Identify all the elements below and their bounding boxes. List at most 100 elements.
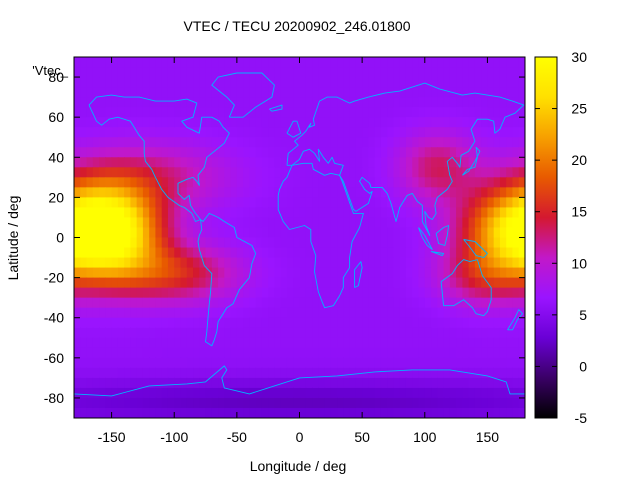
heatmap-cell	[324, 337, 332, 349]
heatmap-cell	[193, 387, 200, 399]
heatmap-cell	[205, 167, 213, 178]
heatmap-cell	[99, 287, 106, 299]
heatmap-cell	[474, 87, 482, 98]
heatmap-cell	[149, 357, 157, 369]
heatmap-cell	[155, 407, 163, 418]
heatmap-cell	[506, 377, 514, 389]
heatmap-cell	[362, 197, 369, 209]
heatmap-cell	[74, 327, 81, 339]
heatmap-cell	[468, 197, 476, 209]
heatmap-cell	[462, 377, 470, 389]
heatmap-cell	[74, 87, 81, 98]
heatmap-cell	[349, 257, 357, 269]
heatmap-cell	[268, 387, 276, 399]
heatmap-cell	[512, 157, 520, 168]
heatmap-cell	[362, 167, 369, 178]
heatmap-cell	[74, 147, 81, 158]
heatmap-cell	[218, 77, 225, 88]
heatmap-cell	[268, 197, 276, 209]
heatmap-cell	[349, 407, 357, 418]
heatmap-cell	[80, 157, 88, 168]
heatmap-cell	[255, 177, 263, 188]
heatmap-cell	[293, 117, 301, 128]
heatmap-cell	[243, 317, 250, 329]
heatmap-cell	[481, 187, 489, 198]
heatmap-cell	[462, 247, 470, 259]
heatmap-cell	[142, 307, 150, 319]
heatmap-cell	[518, 77, 525, 88]
heatmap-cell	[330, 407, 338, 418]
heatmap-cell	[355, 227, 363, 239]
heatmap-cell	[230, 107, 238, 118]
heatmap-cell	[474, 347, 482, 359]
heatmap-cell	[380, 357, 388, 369]
heatmap-cell	[405, 407, 413, 418]
heatmap-cell	[86, 367, 94, 379]
heatmap-cell	[462, 127, 470, 138]
heatmap-cell	[468, 217, 476, 229]
heatmap-cell	[243, 247, 250, 259]
heatmap-cell	[155, 187, 163, 198]
heatmap-cell	[249, 177, 257, 188]
heatmap-cell	[437, 277, 445, 289]
heatmap-cell	[380, 147, 388, 158]
heatmap-cell	[149, 267, 157, 279]
heatmap-cell	[218, 247, 225, 259]
heatmap-cell	[443, 117, 451, 128]
heatmap-cell	[105, 277, 113, 289]
heatmap-cell	[393, 257, 401, 269]
heatmap-cell	[86, 147, 94, 158]
heatmap-cell	[99, 327, 106, 339]
heatmap-cell	[249, 207, 257, 219]
heatmap-cell	[193, 367, 200, 379]
heatmap-cell	[268, 367, 276, 379]
heatmap-cell	[211, 117, 219, 128]
heatmap-cell	[387, 257, 395, 269]
heatmap-cell	[211, 297, 219, 309]
heatmap-cell	[518, 117, 525, 128]
heatmap-cell	[117, 57, 125, 68]
heatmap-cell	[186, 87, 194, 98]
heatmap-cell	[124, 237, 131, 249]
heatmap-cell	[324, 167, 332, 178]
heatmap-cell	[393, 167, 401, 178]
heatmap-cell	[449, 117, 457, 128]
heatmap-cell	[424, 357, 432, 369]
heatmap-cell	[255, 197, 263, 209]
heatmap-cell	[167, 387, 175, 399]
heatmap-cell	[117, 337, 125, 349]
x-tick-label: 50	[354, 429, 370, 445]
heatmap-cell	[274, 337, 282, 349]
heatmap-cell	[218, 167, 225, 178]
heatmap-cell	[86, 77, 94, 88]
heatmap-cell	[274, 327, 282, 339]
heatmap-cell	[155, 257, 163, 269]
heatmap-cell	[249, 257, 257, 269]
heatmap-cell	[424, 337, 432, 349]
heatmap-cell	[487, 57, 495, 68]
heatmap-cell	[443, 327, 451, 339]
heatmap-cell	[299, 267, 307, 279]
heatmap-cell	[512, 257, 520, 269]
heatmap-cell	[362, 97, 369, 108]
heatmap-cell	[518, 407, 525, 418]
heatmap-cell	[99, 137, 106, 148]
heatmap-cell	[499, 237, 507, 249]
heatmap-cell	[205, 237, 213, 249]
heatmap-cell	[293, 237, 301, 249]
heatmap-cell	[399, 267, 407, 279]
heatmap-cell	[105, 347, 113, 359]
heatmap-cell	[293, 147, 301, 158]
heatmap-cell	[224, 307, 232, 319]
heatmap-cell	[268, 97, 276, 108]
heatmap-cell	[193, 237, 200, 249]
heatmap-cell	[487, 407, 495, 418]
heatmap-cell	[299, 127, 307, 138]
heatmap-cell	[405, 397, 413, 409]
heatmap-cell	[437, 117, 445, 128]
heatmap-cell	[374, 207, 382, 219]
heatmap-cell	[199, 287, 207, 299]
heatmap-cell	[412, 377, 420, 389]
coastline	[435, 225, 450, 246]
heatmap-cell	[193, 97, 200, 108]
